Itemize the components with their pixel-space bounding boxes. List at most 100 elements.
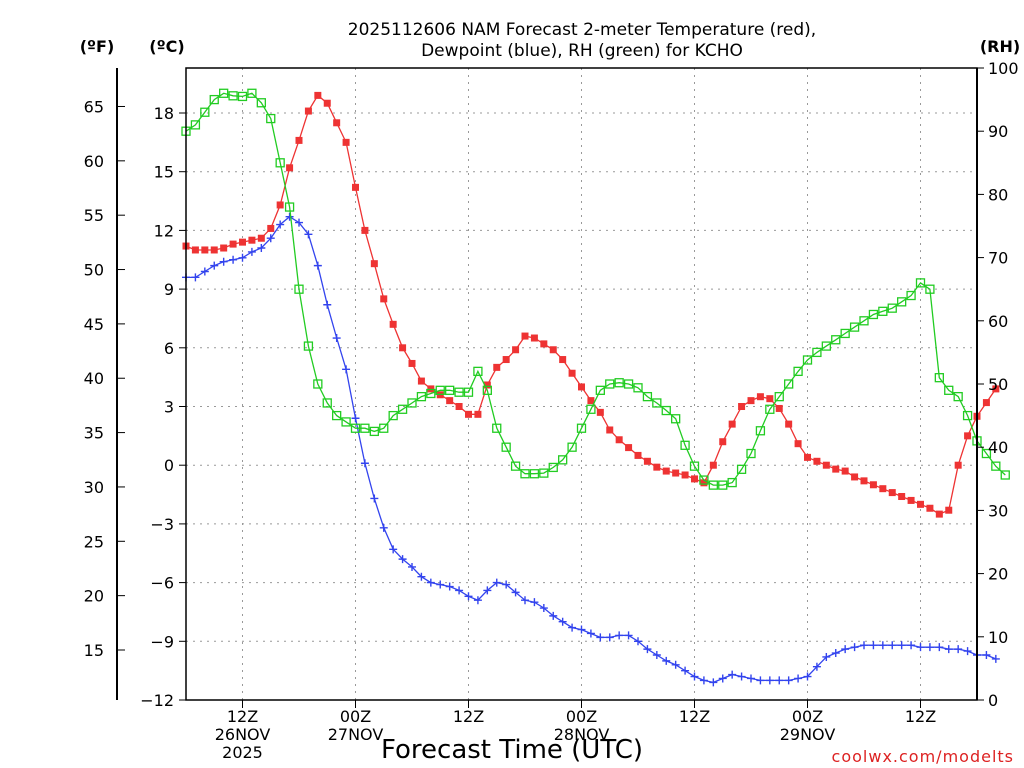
dewpoint-point — [521, 596, 529, 605]
temperature-point — [869, 481, 877, 489]
temperature-point — [370, 260, 378, 268]
rh-point — [275, 158, 285, 168]
rh-point — [699, 475, 709, 485]
rh-point — [718, 480, 728, 490]
dewpoint-point — [841, 645, 850, 654]
temperature-point — [832, 465, 840, 473]
rh-point — [831, 335, 841, 345]
celsius-tick-label: 9 — [164, 280, 174, 299]
temperature-point — [888, 489, 896, 497]
temperature-point — [653, 463, 661, 471]
rh-point — [821, 341, 831, 351]
rh-point — [981, 448, 992, 459]
temperature-point — [229, 240, 237, 248]
fahrenheit-tick-label: 40 — [84, 369, 104, 388]
temperature-point — [389, 320, 397, 328]
rh-point — [915, 278, 926, 288]
temperature-point — [248, 236, 256, 244]
fahrenheit-tick-label: 55 — [84, 206, 104, 225]
temperature-point — [982, 399, 990, 407]
dewpoint-point — [624, 631, 633, 640]
temperature-point — [286, 164, 294, 172]
dewpoint-point — [737, 672, 746, 681]
temperature-point — [342, 138, 350, 146]
dewpoint-point — [379, 523, 388, 532]
dewpoint-point — [869, 641, 878, 650]
dewpoint-point — [586, 629, 595, 638]
rh-point — [849, 322, 860, 332]
rh-point — [332, 410, 342, 421]
dewpoint-point — [765, 676, 774, 685]
dewpoint-point — [699, 676, 708, 685]
dewpoint-point — [596, 633, 605, 642]
temperature-point — [408, 359, 416, 367]
dewpoint-point — [671, 660, 680, 669]
rh-point — [510, 461, 521, 471]
temperature-point — [841, 467, 849, 475]
x-tick-label: 12Z — [679, 707, 710, 726]
dewpoint-point — [888, 641, 897, 650]
dewpoint-point — [568, 623, 577, 632]
temperature-point — [380, 295, 388, 303]
rh-tick-label: 90 — [988, 122, 1008, 141]
celsius-tick-label: −6 — [150, 574, 174, 593]
temperature-point — [474, 410, 482, 418]
dewpoint-point — [812, 662, 821, 671]
celsius-tick-label: 12 — [154, 221, 174, 240]
rh-point — [840, 328, 850, 339]
dewpoint-point — [285, 212, 294, 221]
rh-point — [548, 462, 558, 473]
dewpoint-point — [455, 586, 464, 595]
temperature-point — [352, 183, 359, 191]
dewpoint-point — [445, 582, 454, 591]
dewpoint-point — [191, 273, 200, 282]
dewpoint-point — [464, 592, 473, 601]
dewpoint-point — [662, 656, 671, 665]
dewpoint-point — [549, 611, 558, 620]
rh-point — [445, 385, 455, 395]
rh-point — [454, 387, 464, 397]
temperature-point — [935, 510, 943, 518]
dewpoint-point — [916, 643, 925, 652]
dewpoint-point — [747, 674, 755, 683]
x-tick-label: 12Z — [227, 707, 258, 726]
temperature-point — [954, 461, 962, 469]
dewpoint-point — [511, 588, 520, 597]
dewpoint-point — [295, 218, 303, 227]
dewpoint-point — [850, 643, 859, 652]
rh-point — [1000, 470, 1010, 480]
series-temperature — [182, 91, 1000, 518]
dewpoint-point — [257, 244, 266, 253]
temperature-point — [709, 461, 717, 469]
rh-point — [652, 398, 662, 408]
rh-point — [369, 426, 379, 437]
series-layer — [181, 88, 1010, 687]
celsius-tick-label: −9 — [150, 632, 174, 651]
temperature-point — [276, 201, 284, 209]
dewpoint-point — [266, 234, 275, 243]
rh-point — [360, 423, 370, 433]
temperature-point — [813, 457, 821, 465]
dewpoint-point — [822, 652, 831, 661]
rh-point — [802, 355, 813, 365]
rh-point — [482, 385, 492, 395]
rh-point — [520, 469, 530, 479]
chart-title-line-1: 2025112606 NAM Forecast 2-meter Temperat… — [348, 20, 816, 40]
x-tick-label: 12Z — [453, 707, 484, 726]
temperature-point — [257, 234, 265, 242]
temperature-point — [587, 397, 595, 405]
dewpoint-point — [229, 255, 238, 264]
dewpoint-point — [304, 230, 313, 239]
celsius-axis: −12 −9 −6 −3 0 3 6 9 12 15 18 — [140, 104, 186, 710]
rh-tick-label: 0 — [988, 691, 998, 710]
rh-point — [379, 423, 389, 433]
dewpoint-point — [313, 261, 322, 270]
fahrenheit-tick-label: 15 — [84, 641, 104, 660]
dewpoint-point — [897, 641, 906, 650]
dewpoint-point — [775, 676, 784, 685]
x-tick-label: 27NOV — [328, 725, 384, 744]
rh-point — [416, 391, 427, 402]
fahrenheit-unit-label: (ºF) — [80, 37, 115, 56]
rh-tick-label: 30 — [988, 501, 1008, 520]
rh-point — [473, 366, 483, 377]
